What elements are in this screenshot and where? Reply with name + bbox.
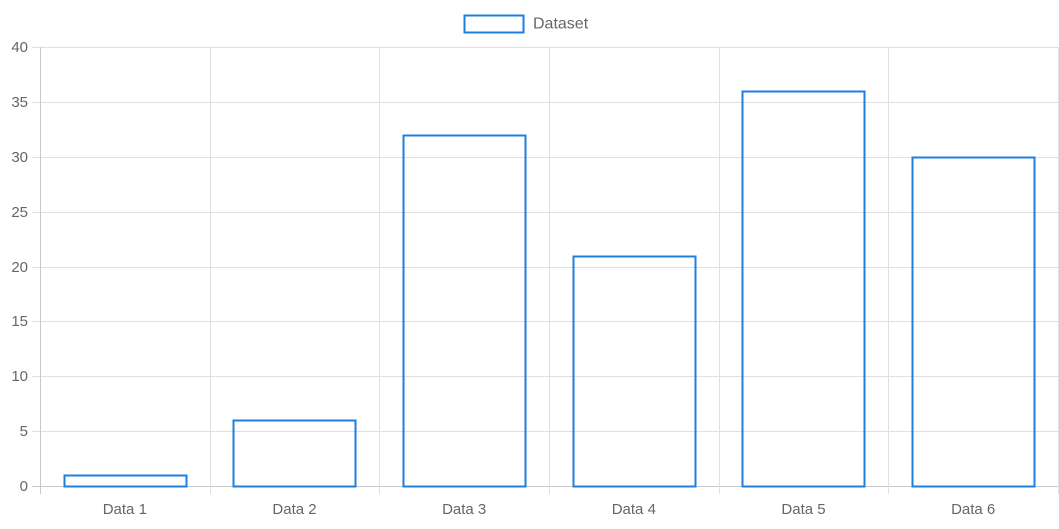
y-tick-label: 30 xyxy=(11,149,28,166)
y-tick-label: 0 xyxy=(20,478,28,495)
x-tick-label: Data 5 xyxy=(781,501,825,518)
x-tick-label: Data 4 xyxy=(612,501,656,518)
bar-data-1[interactable] xyxy=(63,474,188,488)
x-tick-label: Data 6 xyxy=(951,501,995,518)
y-tick-label: 20 xyxy=(11,259,28,276)
legend-swatch-dataset[interactable] xyxy=(463,14,525,34)
y-tick-label: 35 xyxy=(11,94,28,111)
y-tick-label: 15 xyxy=(11,313,28,330)
x-tick-label: Data 2 xyxy=(272,501,316,518)
y-tick-label: 10 xyxy=(11,368,28,385)
y-tick-label: 5 xyxy=(20,423,28,440)
bar-data-2[interactable] xyxy=(232,419,357,488)
x-axis-ticks: Data 1 Data 2 Data 3 Data 4 Data 5 Data 6 xyxy=(103,501,996,518)
legend-label-dataset[interactable]: Dataset xyxy=(533,16,589,33)
legend[interactable]: Dataset xyxy=(463,14,589,34)
x-tick-label: Data 3 xyxy=(442,501,486,518)
grid-lines xyxy=(32,47,1059,494)
bar-data-3[interactable] xyxy=(402,134,527,488)
bar-data-6[interactable] xyxy=(911,156,1036,488)
bar-data-5[interactable] xyxy=(741,90,866,488)
bar-data-4[interactable] xyxy=(572,255,697,488)
y-axis-ticks: 0 5 10 15 20 25 30 35 40 xyxy=(11,39,28,495)
bars xyxy=(63,90,1036,488)
x-tick-label: Data 1 xyxy=(103,501,147,518)
y-tick-label: 25 xyxy=(11,204,28,221)
y-tick-label: 40 xyxy=(11,39,28,56)
